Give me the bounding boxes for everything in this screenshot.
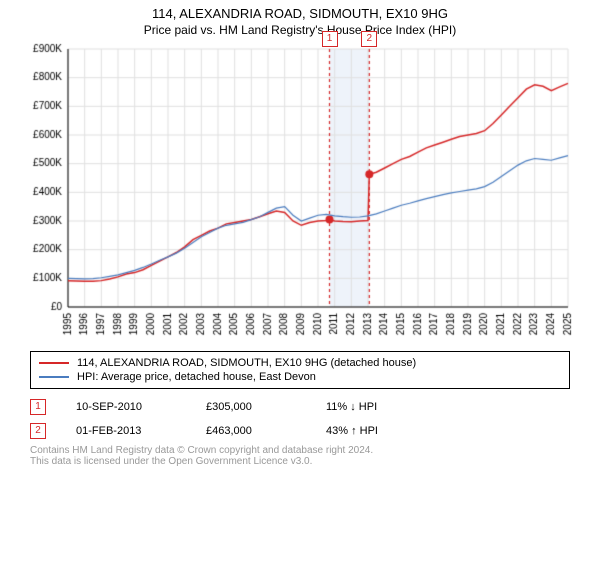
legend-item: 114, ALEXANDRIA ROAD, SIDMOUTH, EX10 9HG…	[39, 356, 561, 370]
page-container: 114, ALEXANDRIA ROAD, SIDMOUTH, EX10 9HG…	[0, 6, 600, 566]
chart-area: 12	[20, 43, 580, 343]
event-date: 01-FEB-2013	[76, 425, 176, 437]
event-list: 1 10-SEP-2010 £305,000 11% ↓ HPI 2 01-FEB-201…	[30, 395, 570, 443]
event-delta: 11% ↓ HPI	[326, 401, 416, 413]
event-marker-icon: 2	[30, 423, 46, 439]
chart-subtitle: Price paid vs. HM Land Registry's House …	[0, 23, 600, 37]
callout-marker: 1	[322, 31, 338, 47]
legend-label: 114, ALEXANDRIA ROAD, SIDMOUTH, EX10 9HG…	[77, 357, 416, 369]
event-row: 2 01-FEB-2013 £463,000 43% ↑ HPI	[30, 419, 570, 443]
event-date: 10-SEP-2010	[76, 401, 176, 413]
legend-swatch	[39, 376, 69, 378]
line-chart-canvas	[20, 43, 580, 343]
legend-swatch	[39, 362, 69, 364]
copyright-notice: Contains HM Land Registry data © Crown c…	[30, 445, 570, 467]
copyright-line: Contains HM Land Registry data © Crown c…	[30, 445, 570, 456]
event-price: £463,000	[206, 425, 296, 437]
legend-item: HPI: Average price, detached house, East…	[39, 370, 561, 384]
callout-marker: 2	[361, 31, 377, 47]
event-delta: 43% ↑ HPI	[326, 425, 416, 437]
event-marker-icon: 1	[30, 399, 46, 415]
copyright-line: This data is licensed under the Open Gov…	[30, 456, 570, 467]
chart-title: 114, ALEXANDRIA ROAD, SIDMOUTH, EX10 9HG	[0, 6, 600, 21]
legend-label: HPI: Average price, detached house, East…	[77, 371, 316, 383]
event-row: 1 10-SEP-2010 £305,000 11% ↓ HPI	[30, 395, 570, 419]
legend: 114, ALEXANDRIA ROAD, SIDMOUTH, EX10 9HG…	[30, 351, 570, 389]
event-price: £305,000	[206, 401, 296, 413]
